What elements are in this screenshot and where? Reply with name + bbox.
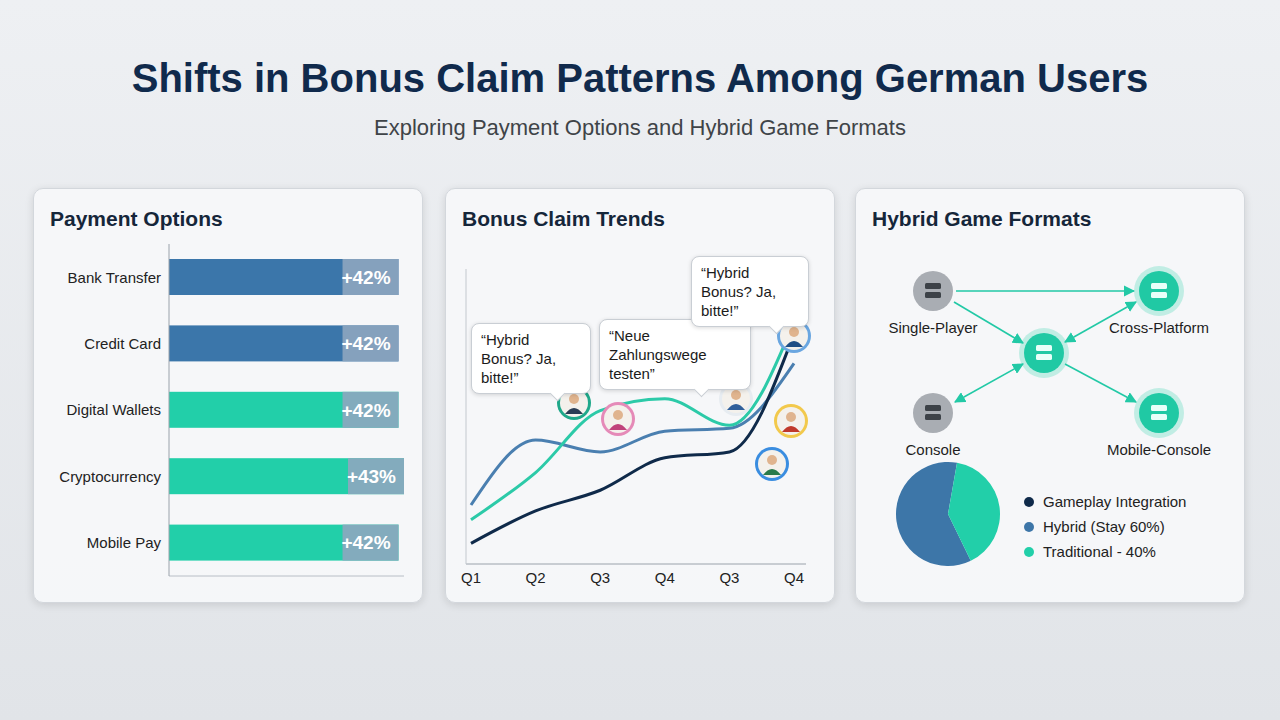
html-text:Payment Options: Payment Options <box>50 207 223 230</box>
svg-text:+43%: +43% <box>347 466 396 487</box>
html-text:Shifts in Bonus Claim Patterns: Shifts in Bonus Claim Patterns Among Ger… <box>131 56 1149 100</box>
html-text:Mobile-Console: Mobile-Console <box>1106 441 1212 458</box>
svg-text:Bank Transfer: Bank Transfer <box>68 269 161 286</box>
svg-text:Q2: Q2 <box>526 569 546 586</box>
html-text:Console: Console <box>905 441 961 458</box>
svg-text:Q4: Q4 <box>655 569 675 586</box>
svg-text:+42%: +42% <box>341 333 390 354</box>
svg-text:Cryptocurrency: Cryptocurrency <box>59 468 161 485</box>
svg-text:Q3: Q3 <box>719 569 739 586</box>
html-text:“Hybrid Bonus? Ja, bitte!”: “Hybrid Bonus? Ja, bitte!” <box>701 264 777 319</box>
svg-text:Digital Wallets: Digital Wallets <box>67 401 161 418</box>
html-text:“Neue Zahlungswege testen”: “Neue Zahlungswege testen” <box>609 327 707 382</box>
html-text:Single-Player: Single-Player <box>888 319 978 336</box>
svg-text:+42%: +42% <box>341 267 390 288</box>
html-text:Gameplay Integration: Gameplay Integration <box>1043 493 1187 510</box>
html-text:Exploring Payment Options and: Exploring Payment Options and Hybrid Gam… <box>374 115 906 140</box>
svg-text:Q3: Q3 <box>590 569 610 586</box>
svg-text:+42%: +42% <box>341 400 390 421</box>
svg-text:Q1: Q1 <box>461 569 481 586</box>
svg-text:Q4: Q4 <box>784 569 804 586</box>
svg-text:+42%: +42% <box>341 532 390 553</box>
html-text:Cross-Platform: Cross-Platform <box>1109 319 1209 336</box>
svg-text:Mobile Pay: Mobile Pay <box>87 534 162 551</box>
svg-text:Credit Card: Credit Card <box>84 335 161 352</box>
html-text:Hybrid Game Formats: Hybrid Game Formats <box>872 207 1092 230</box>
html-text:Traditional - 40%: Traditional - 40% <box>1043 543 1156 560</box>
html-text:“Hybrid Bonus? Ja, bitte!”: “Hybrid Bonus? Ja, bitte!” <box>481 331 557 386</box>
html-text:Bonus Claim Trends: Bonus Claim Trends <box>462 207 665 230</box>
html-text:Hybrid (Stay 60%): Hybrid (Stay 60%) <box>1043 518 1165 535</box>
